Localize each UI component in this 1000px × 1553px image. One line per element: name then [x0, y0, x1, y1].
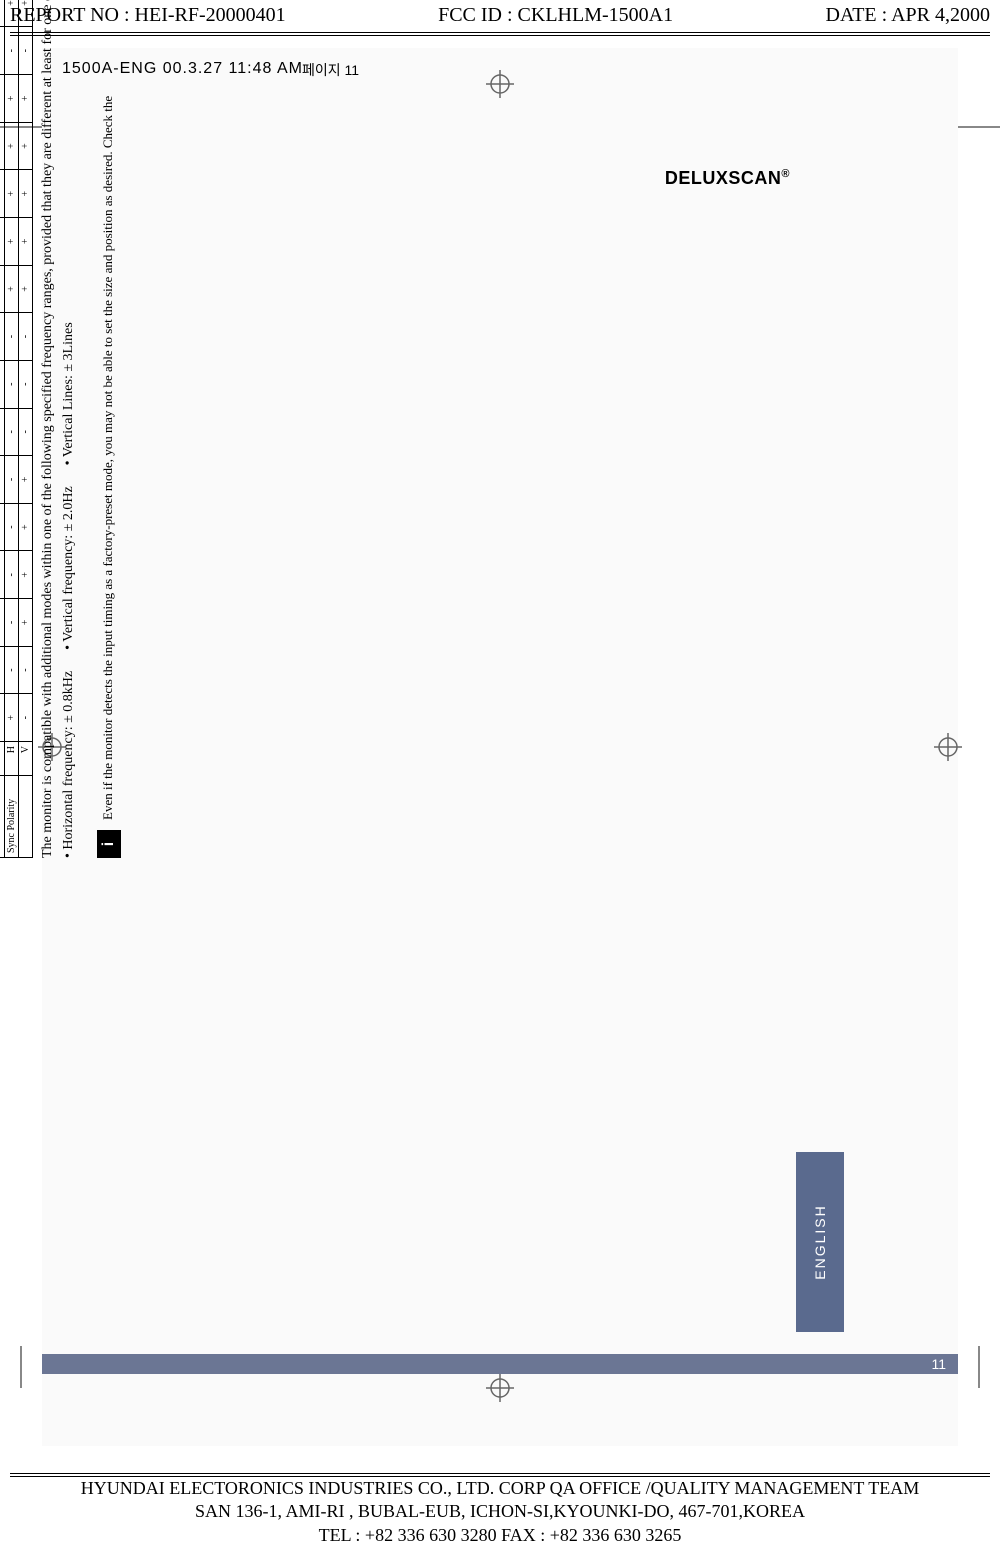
cell: +: [5, 265, 19, 313]
row-unit: H: [5, 742, 19, 776]
cell: -: [19, 313, 33, 361]
page-header: REPORT NO : HEI-RF-20000401 FCC ID : CKL…: [10, 0, 990, 31]
cell: -: [5, 646, 19, 694]
info-icon: i: [97, 830, 121, 858]
cell: +: [5, 694, 19, 742]
crop-mark-bottom: [486, 1374, 514, 1402]
cell: +: [19, 122, 33, 170]
brand-logo: DELUXSCAN®: [665, 168, 790, 189]
brand-text: DELUXSCAN: [665, 168, 782, 188]
cell: +: [19, 599, 33, 647]
row-label: [19, 776, 33, 858]
cell: -: [19, 27, 33, 75]
tick-mark: [978, 1346, 980, 1388]
bullet-hfreq: • Horizontal frequency: ± 0.8kHz: [61, 671, 76, 858]
cell: -: [5, 456, 19, 504]
cell: +: [5, 122, 19, 170]
cell: +: [19, 265, 33, 313]
cell: -: [19, 360, 33, 408]
cell: +: [5, 0, 19, 27]
vertical-timing-table: VerticalLines350400400350400400480480480…: [0, 0, 33, 858]
cell: -: [19, 408, 33, 456]
cell: -: [5, 313, 19, 361]
cell: -: [5, 503, 19, 551]
scan-page-label: 페이지 11: [302, 60, 359, 80]
cell: -: [5, 360, 19, 408]
rotated-body: Preset-mode table The timing shown in th…: [0, 0, 121, 858]
row-unit: V: [19, 742, 33, 776]
footer-line-1: HYUNDAI ELECTORONICS INDUSTRIES CO., LTD…: [10, 1477, 990, 1500]
cell: -: [5, 599, 19, 647]
crop-mark-top: [486, 70, 514, 98]
cell: +: [19, 170, 33, 218]
page-edge-bar: [42, 1354, 958, 1374]
page-footer: HYUNDAI ELECTORONICS INDUSTRIES CO., LTD…: [10, 1477, 990, 1547]
info-text: Even if the monitor detects the input ti…: [97, 96, 116, 820]
info-row: i Even if the monitor detects the input …: [97, 0, 121, 858]
fcc-id: FCC ID : CKLHLM-1500A1: [438, 4, 673, 27]
header-rule: [10, 32, 990, 36]
footer-line-2: SAN 136-1, AMI-RI , BUBAL-EUB, ICHON-SI,…: [10, 1500, 990, 1523]
cell: -: [5, 27, 19, 75]
page-number: 11: [931, 1354, 946, 1374]
cell: -: [19, 694, 33, 742]
bullet-vlines: • Vertical Lines: ± 3Lines: [61, 322, 76, 465]
cell: +: [19, 75, 33, 123]
cell: -: [5, 551, 19, 599]
cell: +: [19, 551, 33, 599]
compatibility-note: The monitor is compatible with additiona…: [39, 0, 79, 858]
date: DATE : APR 4,2000: [826, 4, 990, 27]
row-label: Sync Polarity: [5, 776, 19, 858]
cell: +: [5, 217, 19, 265]
cell: +: [5, 170, 19, 218]
cell: -: [5, 408, 19, 456]
cell: -: [19, 646, 33, 694]
cell: +: [19, 503, 33, 551]
compat-text: The monitor is compatible with additiona…: [39, 0, 58, 858]
language-tab: ENGLISH: [796, 1152, 844, 1332]
scanned-page: 1500A-ENG 00.3.27 11:48 AM 페이지 11 DELUXS…: [42, 48, 958, 1446]
tick-mark: [958, 126, 1000, 128]
footer-line-3: TEL : +82 336 630 3280 FAX : +82 336 630…: [10, 1524, 990, 1547]
cell: +: [5, 75, 19, 123]
cell: +: [19, 0, 33, 27]
bullet-vfreq: • Vertical frequency: ± 2.0Hz: [61, 486, 76, 650]
cell: +: [19, 456, 33, 504]
crop-mark-right: [934, 733, 962, 761]
tick-mark: [20, 1346, 22, 1388]
cell: +: [19, 217, 33, 265]
brand-tm: ®: [781, 168, 790, 180]
